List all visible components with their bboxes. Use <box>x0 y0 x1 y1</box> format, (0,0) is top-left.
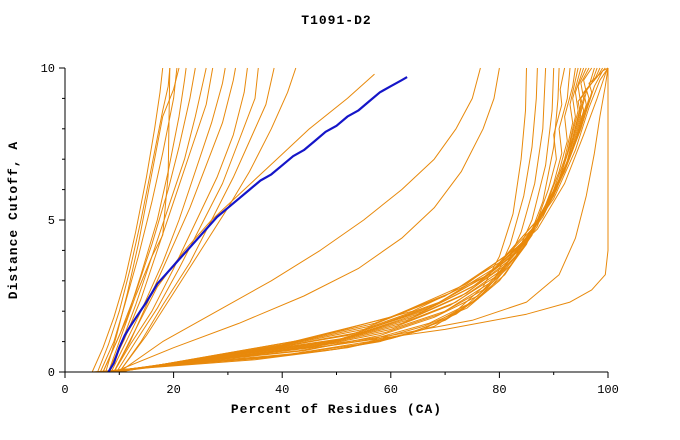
x-tick-label: 0 <box>61 383 68 397</box>
x-tick-label: 80 <box>492 383 506 397</box>
series-model-24 <box>100 67 566 373</box>
series-model-08 <box>110 67 226 373</box>
series-model-20 <box>94 67 538 373</box>
series-model-18 <box>113 67 500 373</box>
series-model-02 <box>97 67 171 373</box>
series-model-14 <box>105 67 180 373</box>
series-model-01 <box>91 67 164 373</box>
series-model-17 <box>119 67 481 373</box>
chart-title: T1091-D2 <box>301 13 372 28</box>
series-model-04 <box>102 67 187 373</box>
series-model-30 <box>108 67 587 373</box>
series-model-05 <box>102 67 196 373</box>
y-tick-label: 10 <box>41 62 55 76</box>
series-model-40 <box>119 67 609 373</box>
series-model-35 <box>113 67 601 373</box>
series-model-21 <box>97 67 547 373</box>
x-tick-label: 100 <box>597 383 619 397</box>
series-model-10 <box>113 67 248 373</box>
y-tick-label: 5 <box>48 214 55 228</box>
x-tick-label: 60 <box>384 383 398 397</box>
x-tick-label: 20 <box>166 383 180 397</box>
x-axis-label: Percent of Residues (CA) <box>230 402 443 417</box>
series-model-13 <box>107 67 171 373</box>
series-model-27 <box>105 67 579 373</box>
y-tick-label: 0 <box>48 366 55 380</box>
series-model-42 <box>113 68 609 373</box>
series-model-22 <box>97 67 555 373</box>
series-model-06 <box>107 67 207 373</box>
series-model-19 <box>92 67 527 373</box>
x-tick-label: 40 <box>275 383 289 397</box>
series-model-28 <box>105 67 582 373</box>
series-highlight <box>107 76 408 373</box>
series-model-36 <box>113 67 604 373</box>
series-model-25 <box>102 67 571 373</box>
series-model-41 <box>108 67 609 373</box>
series-model-03 <box>99 67 178 373</box>
series-model-11 <box>116 67 259 373</box>
series-model-09 <box>113 67 236 373</box>
series-model-16 <box>113 73 375 373</box>
series-model-26 <box>102 67 576 373</box>
